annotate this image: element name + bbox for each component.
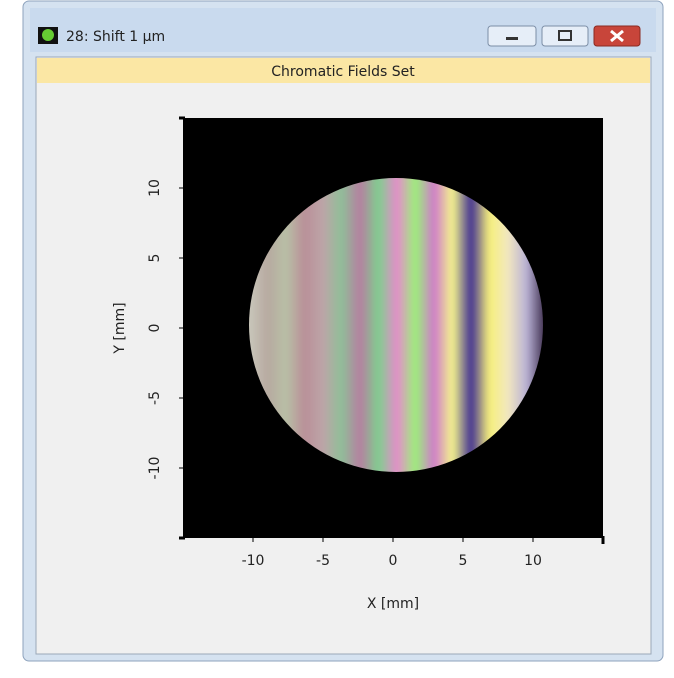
page: 28: Shift 1 µm Chromatic Fields Set -10-… [0, 0, 674, 674]
x-tick-label: -10 [242, 553, 265, 569]
y-axis-label: Y [mm] [112, 302, 128, 354]
y-tick-label: 5 [147, 254, 163, 263]
y-tick-label: 0 [147, 324, 163, 333]
maximize-button[interactable] [542, 26, 588, 46]
window-icon-dot [42, 29, 54, 41]
window-title: 28: Shift 1 µm [66, 29, 165, 45]
y-tick-label: -5 [147, 391, 163, 405]
window: 28: Shift 1 µm Chromatic Fields Set -10-… [0, 0, 674, 674]
plot: -10 -5 0 5 10 -10 -5 0 5 10 X [mm] Y [mm] [112, 118, 603, 612]
minimize-button[interactable] [488, 26, 536, 46]
minimize-icon [506, 37, 518, 40]
y-tick-label: 10 [147, 179, 163, 197]
header-title: Chromatic Fields Set [271, 64, 415, 80]
x-tick-label: 0 [389, 553, 398, 569]
x-tick-label: 10 [524, 553, 542, 569]
x-tick-label: 5 [459, 553, 468, 569]
x-axis-label: X [mm] [367, 596, 419, 612]
x-tick-label: -5 [316, 553, 330, 569]
y-tick-label: -10 [147, 457, 163, 480]
